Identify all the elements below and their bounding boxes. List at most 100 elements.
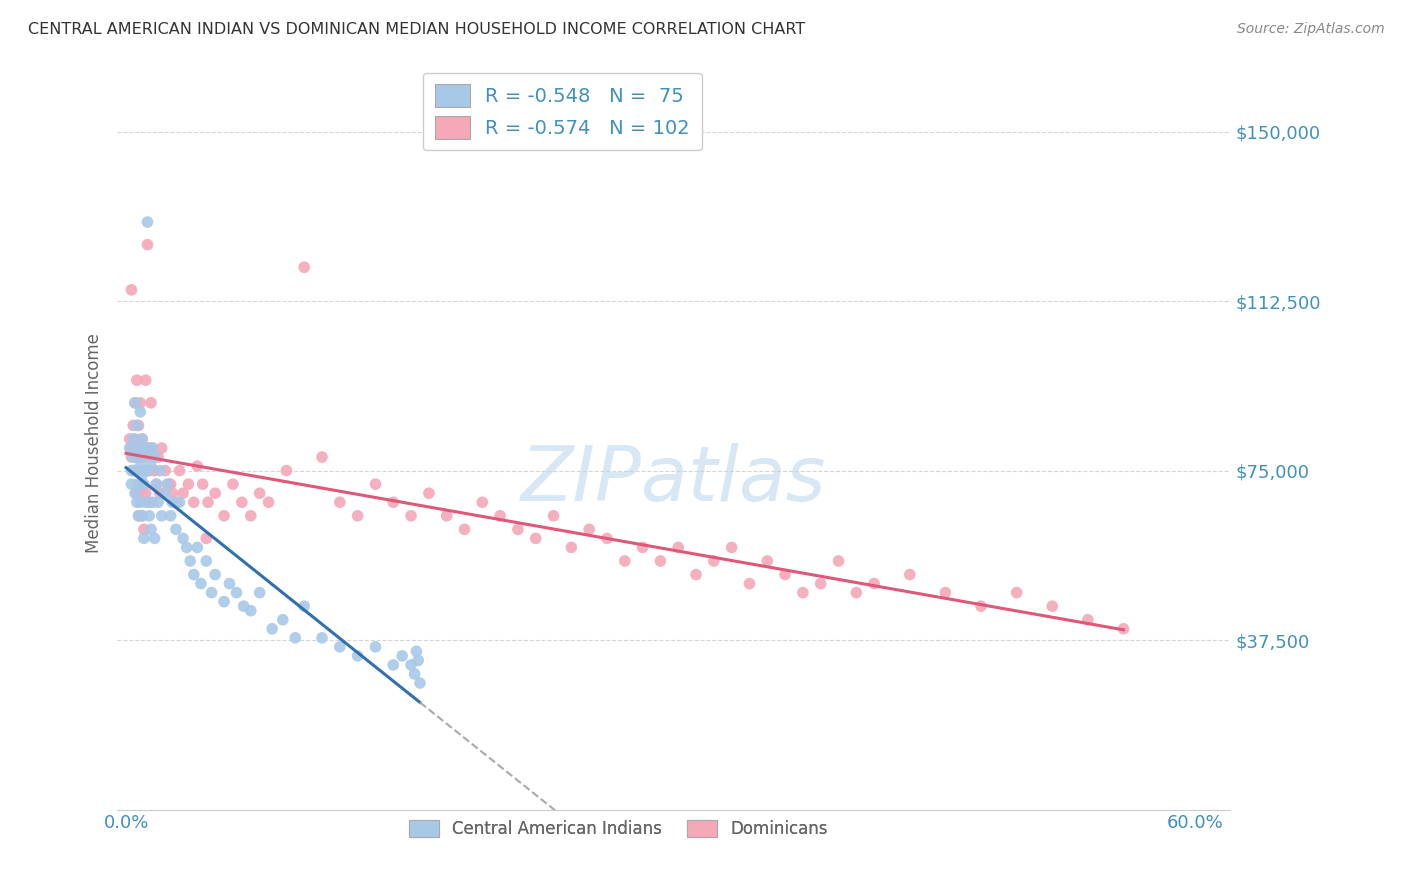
Point <box>172 532 194 546</box>
Point <box>195 532 218 546</box>
Point <box>204 486 226 500</box>
Point <box>124 486 146 500</box>
Point <box>249 585 271 599</box>
Point <box>149 464 172 478</box>
Point <box>222 477 245 491</box>
Point <box>139 396 162 410</box>
Point <box>218 576 240 591</box>
Point <box>129 486 152 500</box>
Point <box>138 441 160 455</box>
Point <box>131 432 153 446</box>
Point <box>364 640 387 654</box>
Point <box>898 567 921 582</box>
Point <box>118 441 141 455</box>
Point <box>138 495 160 509</box>
Point <box>120 450 142 464</box>
Point <box>650 554 672 568</box>
Point <box>150 508 173 523</box>
Point <box>132 522 155 536</box>
Point <box>142 441 165 455</box>
Point <box>124 396 146 410</box>
Point <box>122 432 145 446</box>
Point <box>183 567 205 582</box>
Point <box>128 508 150 523</box>
Point <box>131 477 153 491</box>
Point <box>120 441 142 455</box>
Point <box>489 508 512 523</box>
Point <box>122 418 145 433</box>
Point <box>239 508 262 523</box>
Point <box>135 495 157 509</box>
Point <box>118 432 141 446</box>
Point <box>382 495 405 509</box>
Point <box>177 477 200 491</box>
Point <box>124 464 146 478</box>
Point <box>138 464 160 478</box>
Point <box>139 441 162 455</box>
Point <box>292 260 315 275</box>
Point <box>125 373 148 387</box>
Point <box>543 508 565 523</box>
Point <box>157 477 180 491</box>
Point <box>129 495 152 509</box>
Point <box>145 477 167 491</box>
Point <box>773 567 796 582</box>
Point <box>150 441 173 455</box>
Point <box>122 464 145 478</box>
Point <box>125 495 148 509</box>
Point <box>292 599 315 614</box>
Point <box>329 640 352 654</box>
Point <box>169 464 191 478</box>
Point <box>125 418 148 433</box>
Point <box>165 522 187 536</box>
Point <box>827 554 849 568</box>
Point <box>162 495 184 509</box>
Point <box>128 477 150 491</box>
Point <box>143 532 166 546</box>
Point <box>125 450 148 464</box>
Point <box>276 464 298 478</box>
Point <box>172 486 194 500</box>
Point <box>136 441 159 455</box>
Point <box>720 541 742 555</box>
Point <box>131 508 153 523</box>
Legend: Central American Indians, Dominicans: Central American Indians, Dominicans <box>402 814 834 845</box>
Point <box>405 644 427 658</box>
Point <box>225 585 247 599</box>
Point <box>406 653 429 667</box>
Point <box>135 450 157 464</box>
Point <box>132 464 155 478</box>
Point <box>271 613 294 627</box>
Point <box>738 576 761 591</box>
Point <box>135 450 157 464</box>
Point <box>131 508 153 523</box>
Point <box>409 676 432 690</box>
Point <box>143 464 166 478</box>
Point <box>404 667 426 681</box>
Point <box>159 477 181 491</box>
Point <box>146 450 169 464</box>
Point <box>124 432 146 446</box>
Point <box>136 464 159 478</box>
Point <box>186 541 208 555</box>
Point <box>810 576 832 591</box>
Point <box>129 405 152 419</box>
Point <box>613 554 636 568</box>
Point <box>200 585 222 599</box>
Point <box>239 604 262 618</box>
Point <box>249 486 271 500</box>
Point <box>128 508 150 523</box>
Point <box>970 599 993 614</box>
Point <box>124 396 146 410</box>
Point <box>524 532 547 546</box>
Point <box>120 477 142 491</box>
Point <box>399 508 422 523</box>
Point <box>125 486 148 500</box>
Point <box>155 486 177 500</box>
Point <box>122 450 145 464</box>
Point <box>262 622 284 636</box>
Point <box>162 486 184 500</box>
Point <box>128 441 150 455</box>
Point <box>204 567 226 582</box>
Point <box>703 554 725 568</box>
